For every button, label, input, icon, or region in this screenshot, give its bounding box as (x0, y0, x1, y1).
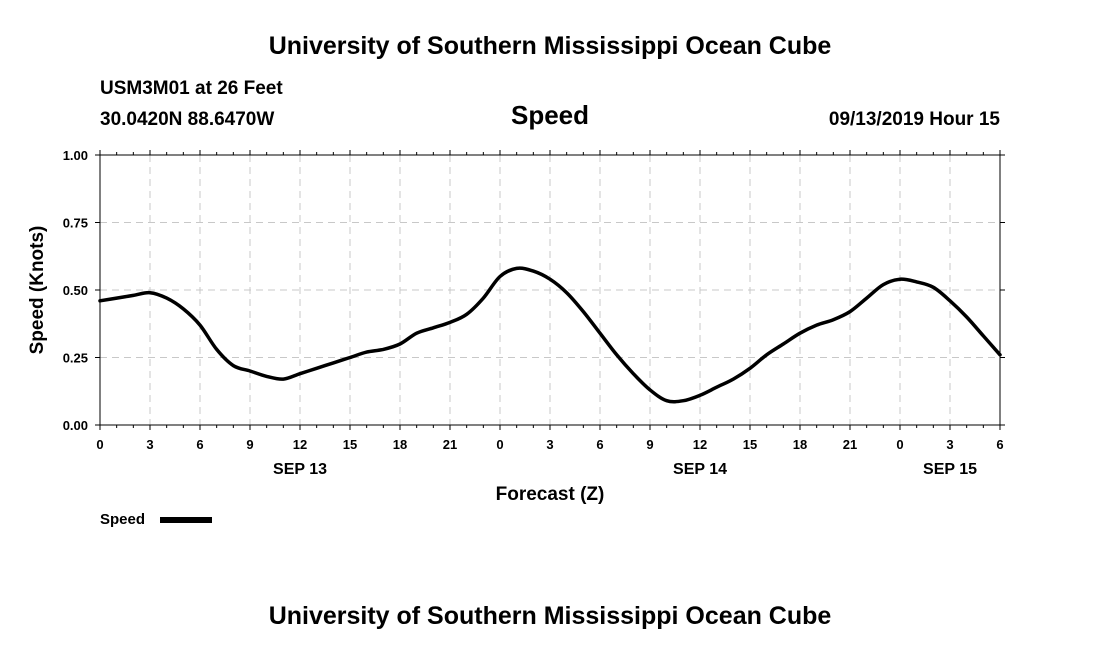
x-tick-label: 12 (293, 437, 307, 452)
chart-title: University of Southern Mississippi Ocean… (269, 32, 832, 60)
x-tick-label: 12 (693, 437, 707, 452)
legend: Speed (100, 511, 212, 528)
y-tick-label: 0.50 (63, 283, 88, 298)
series-layer (98, 266, 1002, 404)
y-tick-label: 0.25 (63, 351, 88, 366)
y-tick-label: 0.00 (63, 418, 88, 433)
x-tick-label: 6 (196, 437, 203, 452)
legend-swatch (160, 517, 212, 523)
station-label: USM3M01 at 26 Feet (100, 78, 283, 99)
date-label: SEP 13 (273, 461, 327, 478)
date-label: SEP 14 (673, 461, 727, 478)
date-labels: SEP 13 SEP 14 SEP 15 (273, 461, 977, 478)
x-tick-label: 18 (793, 437, 807, 452)
x-tick-label: 3 (946, 437, 953, 452)
y-tick-label: 0.75 (63, 216, 88, 231)
gridlines (100, 155, 1000, 425)
location-label: 30.0420N 88.6470W (100, 109, 274, 130)
x-tick-label: 6 (596, 437, 603, 452)
x-tick-label: 15 (743, 437, 757, 452)
timestamp-label: 09/13/2019 Hour 15 (829, 109, 1001, 130)
x-tick-label: 9 (246, 437, 253, 452)
footer-title: University of Southern Mississippi Ocean… (269, 602, 832, 630)
x-tick-label: 9 (646, 437, 653, 452)
y-axis-label: Speed (Knots) (27, 226, 48, 355)
x-tick-label: 3 (146, 437, 153, 452)
x-tick-label: 0 (496, 437, 503, 452)
x-tick-label: 21 (443, 437, 457, 452)
x-tick-label: 3 (546, 437, 553, 452)
variable-title: Speed (511, 100, 589, 130)
x-tick-label: 18 (393, 437, 407, 452)
x-tick-label: 21 (843, 437, 857, 452)
axis-ticks (95, 150, 1005, 430)
y-tick-label: 1.00 (63, 148, 88, 163)
x-axis-label: Forecast (Z) (496, 484, 605, 505)
date-label: SEP 15 (923, 461, 977, 478)
x-tick-label: 6 (996, 437, 1003, 452)
x-tick-label: 0 (96, 437, 103, 452)
series-line-speed (98, 266, 1002, 404)
x-tick-label: 0 (896, 437, 903, 452)
x-tick-labels: 0 3 6 9 12 15 18 21 0 3 6 9 12 15 18 21 0 3 6 (96, 437, 1003, 452)
legend-label: Speed (100, 511, 145, 528)
y-tick-labels: 0.00 0.25 0.50 0.75 1.00 (63, 148, 88, 433)
x-tick-label: 15 (343, 437, 357, 452)
